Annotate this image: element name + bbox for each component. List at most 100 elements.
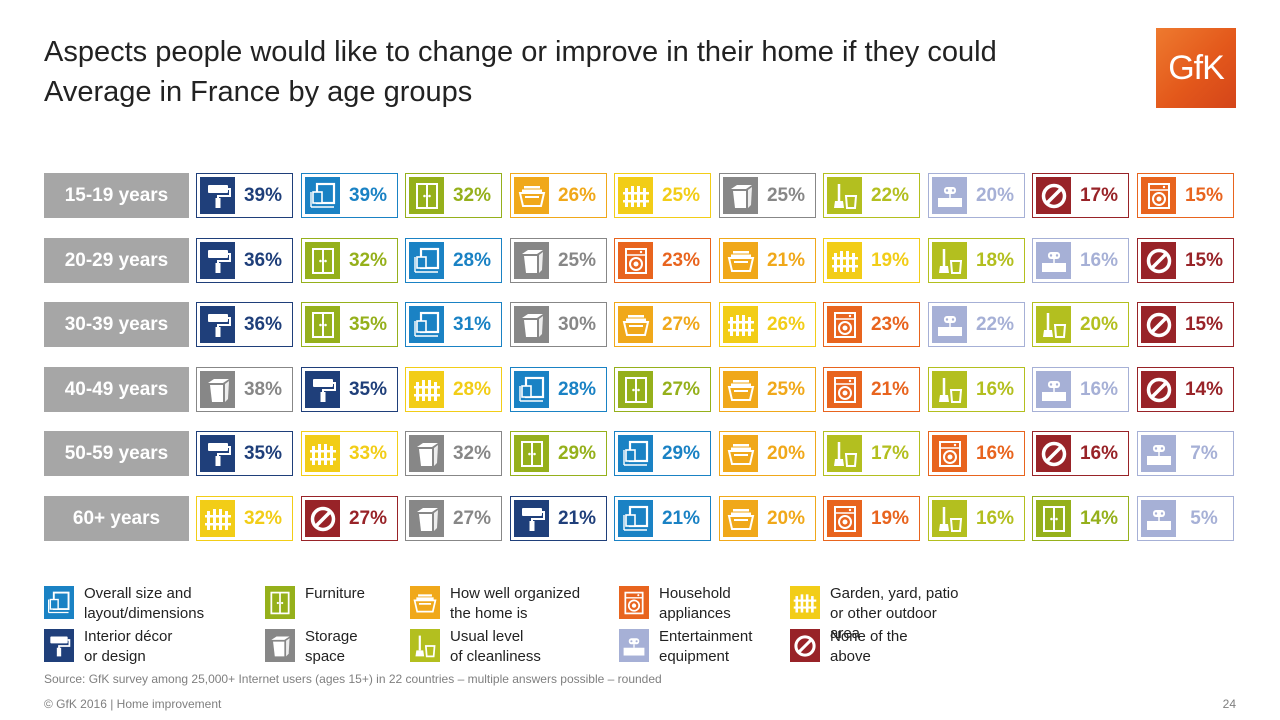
- legend-label-line: layout/dimensions: [84, 605, 205, 622]
- percent-value: 15%: [1184, 249, 1224, 271]
- percent-value: 16%: [1079, 249, 1119, 271]
- rank-cell-garden: 32%: [196, 496, 293, 541]
- percent-value: 20%: [1079, 313, 1119, 335]
- rank-cell-appliances: 16%: [928, 431, 1025, 476]
- rank-cell-cleanliness: 18%: [928, 238, 1025, 283]
- legend-label-line: Garden, yard, patio: [830, 585, 959, 602]
- rank-cell-storage: 38%: [196, 367, 293, 412]
- percent-value: 35%: [243, 442, 283, 464]
- percent-value: 29%: [661, 442, 701, 464]
- layout-icon: [409, 306, 444, 343]
- rank-cell-none: 27%: [301, 496, 398, 541]
- rank-cell-storage: 25%: [510, 238, 607, 283]
- legend-label-line: or other outdoor area: [830, 605, 937, 642]
- rank-cell-entertainment: 5%: [1137, 496, 1234, 541]
- percent-value: 22%: [870, 184, 910, 206]
- legend-label-line: Usual level: [450, 628, 524, 645]
- rank-cell-organized: 25%: [719, 367, 816, 412]
- rank-cell-garden: 25%: [614, 173, 711, 218]
- source-note: Source: GfK survey among 25,000+ Interne…: [44, 672, 662, 686]
- tray-icon: [723, 500, 758, 537]
- paint-roller-icon: [514, 500, 549, 537]
- percent-value: 28%: [557, 378, 597, 400]
- rank-cell-entertainment: 22%: [928, 302, 1025, 347]
- rank-cell-furniture: 32%: [405, 173, 502, 218]
- gamepad-icon: [932, 177, 967, 214]
- percent-value: 33%: [348, 442, 388, 464]
- washing-machine-icon: [932, 435, 967, 472]
- percent-value: 38%: [243, 378, 283, 400]
- percent-value: 20%: [975, 184, 1015, 206]
- age-group-label: 20-29 years: [44, 238, 189, 283]
- washing-machine-icon: [827, 371, 862, 408]
- tray-icon: [410, 586, 440, 619]
- paint-roller-icon: [305, 371, 340, 408]
- legend-label-line: appliances: [659, 605, 731, 622]
- percent-value: 20%: [766, 507, 806, 529]
- no-symbol-icon: [305, 500, 340, 537]
- legend-label-line: Overall size and: [84, 585, 192, 602]
- legend-label-line: Storage: [305, 628, 358, 645]
- percent-value: 16%: [1079, 442, 1119, 464]
- legend-label-line: Interior décor: [84, 628, 173, 645]
- storage-box-icon: [409, 435, 444, 472]
- paint-roller-icon: [200, 435, 235, 472]
- storage-box-icon: [723, 177, 758, 214]
- title-block: Aspects people would like to change or i…: [44, 32, 997, 112]
- percent-value: 19%: [870, 507, 910, 529]
- rank-cell-entertainment: 16%: [1032, 367, 1129, 412]
- age-group-label: 15-19 years: [44, 173, 189, 218]
- tray-icon: [723, 435, 758, 472]
- percent-value: 31%: [452, 313, 492, 335]
- gamepad-icon: [1141, 500, 1176, 537]
- washing-machine-icon: [619, 586, 649, 619]
- storage-box-icon: [265, 629, 295, 662]
- rank-cell-appliances: 23%: [614, 238, 711, 283]
- percent-value: 21%: [661, 507, 701, 529]
- no-symbol-icon: [1036, 177, 1071, 214]
- percent-value: 21%: [870, 378, 910, 400]
- paint-roller-icon: [200, 242, 235, 279]
- percent-value: 32%: [452, 442, 492, 464]
- rank-cell-organized: 20%: [719, 431, 816, 476]
- percent-value: 30%: [557, 313, 597, 335]
- percent-value: 35%: [348, 313, 388, 335]
- fence-icon: [618, 177, 653, 214]
- broom-icon: [932, 371, 967, 408]
- rank-cell-entertainment: 20%: [928, 173, 1025, 218]
- title-line-1: Aspects people would like to change or i…: [44, 36, 997, 68]
- rank-cell-entertainment: 16%: [1032, 238, 1129, 283]
- page-number: 24: [1222, 697, 1236, 711]
- fence-icon: [409, 371, 444, 408]
- percent-value: 20%: [766, 442, 806, 464]
- fence-icon: [790, 586, 820, 619]
- rank-cell-size: 29%: [614, 431, 711, 476]
- legend-label-line: How well organized: [450, 585, 581, 602]
- percent-value: 28%: [452, 378, 492, 400]
- wardrobe-icon: [618, 371, 653, 408]
- percent-value: 32%: [452, 184, 492, 206]
- paint-roller-icon: [44, 629, 74, 662]
- percent-value: 35%: [348, 378, 388, 400]
- legend-label: None of the above: [830, 627, 970, 667]
- legend-label-line: Entertainment: [659, 628, 753, 645]
- rank-cell-furniture: 27%: [614, 367, 711, 412]
- rank-cell-decor: 35%: [196, 431, 293, 476]
- percent-value: 39%: [243, 184, 283, 206]
- rank-cell-entertainment: 7%: [1137, 431, 1234, 476]
- rank-cell-size: 21%: [614, 496, 711, 541]
- age-group-label: 40-49 years: [44, 367, 189, 412]
- broom-icon: [1036, 306, 1071, 343]
- gamepad-icon: [932, 306, 967, 343]
- gamepad-icon: [1036, 242, 1071, 279]
- legend-label: How well organized the home is: [450, 584, 590, 624]
- percent-value: 21%: [766, 249, 806, 271]
- percent-value: 19%: [870, 249, 910, 271]
- rank-cell-size: 28%: [510, 367, 607, 412]
- rank-cell-none: 15%: [1137, 302, 1234, 347]
- percent-value: 16%: [975, 507, 1015, 529]
- paint-roller-icon: [200, 177, 235, 214]
- tray-icon: [723, 371, 758, 408]
- legend-label-line: Furniture: [305, 585, 366, 602]
- percent-value: 25%: [557, 249, 597, 271]
